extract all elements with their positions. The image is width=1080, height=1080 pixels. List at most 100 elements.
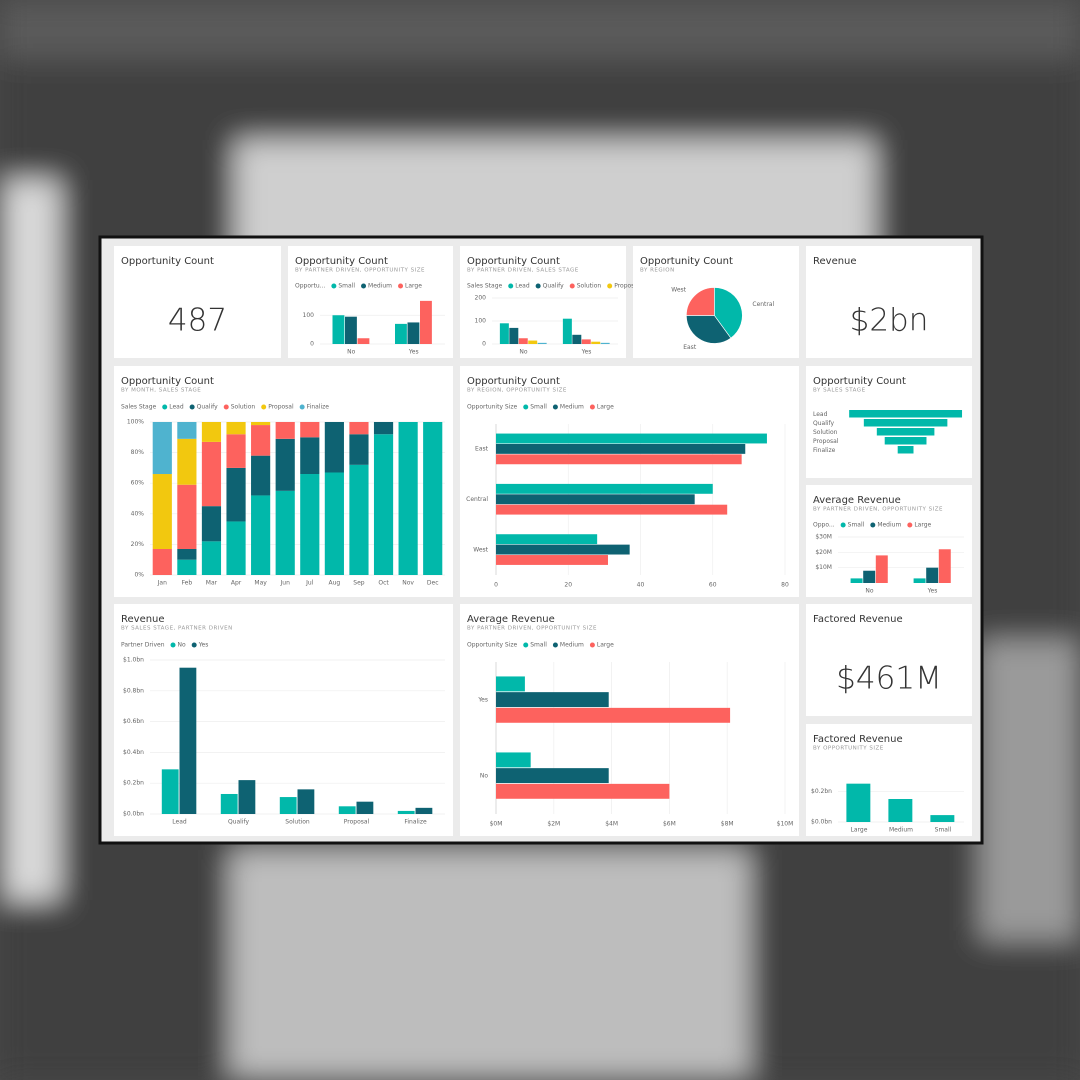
bar: [415, 807, 433, 814]
legend-label: Medium: [877, 522, 901, 529]
x-tick-label: Solution: [285, 819, 310, 826]
legend-label: Large: [597, 642, 614, 649]
bar: [496, 707, 731, 723]
bar: [496, 752, 531, 768]
bar: [496, 783, 670, 799]
x-tick-label: Apr: [231, 580, 242, 587]
legend-swatch: [589, 642, 595, 648]
pie-slice: [686, 287, 715, 316]
bar-segment: [349, 422, 369, 435]
tile-title: Opportunity Count: [813, 376, 906, 387]
legend-label: Small: [848, 522, 865, 529]
funnel-label: Proposal: [813, 438, 839, 445]
legend-label: Large: [914, 522, 931, 529]
x-tick-label: Feb: [182, 580, 193, 587]
x-tick-label: 20: [564, 582, 572, 589]
legend-label: Solution: [577, 283, 602, 290]
legend-title: Partner Driven: [121, 642, 165, 649]
y-tick-label: $0.6bn: [123, 718, 144, 725]
bar: [537, 342, 547, 344]
tile: [460, 246, 626, 358]
bar: [846, 783, 871, 822]
bar: [888, 799, 913, 822]
legend-swatch: [840, 522, 846, 528]
legend-swatch: [162, 404, 168, 410]
legend-title: Sales Stage: [121, 404, 157, 411]
bar-segment: [177, 484, 197, 549]
bar-segment: [152, 422, 172, 475]
bar: [496, 504, 728, 515]
legend-label: Medium: [560, 642, 584, 649]
bar: [850, 578, 863, 583]
y-tick-label: $10M: [815, 564, 832, 571]
legend-label: Lead: [515, 283, 530, 290]
bar: [496, 692, 609, 708]
tile-title: Opportunity Count: [640, 256, 733, 267]
y-tick-label: 60%: [131, 480, 145, 487]
x-tick-label: Nov: [402, 580, 414, 587]
card-value: $2bn: [850, 303, 929, 339]
funnel-label: Finalize: [813, 447, 836, 454]
tile-title: Average Revenue: [813, 495, 901, 506]
legend-label: Small: [338, 283, 355, 290]
legend-swatch: [331, 283, 337, 289]
legend-label: Qualify: [197, 404, 219, 411]
x-tick-label: $6M: [663, 821, 676, 828]
y-tick-label: $0.0bn: [811, 819, 832, 826]
tile-subtitle: BY OPPORTUNITY SIZE: [813, 746, 884, 752]
bar: [496, 483, 713, 494]
tile-title: Opportunity Count: [121, 256, 214, 267]
bar-segment: [398, 422, 418, 575]
bar: [161, 769, 179, 814]
y-tick-label: 100: [303, 312, 315, 319]
x-tick-label: Jun: [280, 580, 291, 587]
bar: [562, 318, 572, 344]
legend-swatch: [870, 522, 876, 528]
tile-title: Opportunity Count: [121, 376, 214, 387]
y-tick-label: $0.8bn: [123, 687, 144, 694]
y-tick-label: West: [473, 546, 488, 553]
funnel-bar: [849, 410, 963, 418]
tile-subtitle: BY REGION: [640, 268, 675, 274]
bar: [591, 341, 601, 344]
bar-segment: [300, 474, 320, 575]
bar-segment: [177, 422, 197, 439]
legend-swatch: [552, 404, 558, 410]
x-tick-label: $8M: [721, 821, 734, 828]
tile: [806, 604, 972, 716]
bar: [581, 339, 591, 344]
x-tick-label: Lead: [172, 819, 187, 826]
y-tick-label: No: [480, 773, 488, 780]
legend-swatch: [552, 642, 558, 648]
x-tick-label: Yes: [581, 349, 592, 356]
funnel-label: Solution: [813, 429, 838, 436]
bar-segment: [226, 422, 246, 435]
pie-label: East: [683, 344, 697, 351]
tile-title: Opportunity Count: [295, 256, 388, 267]
bar: [297, 789, 315, 814]
legend-title: Sales Stage: [467, 283, 503, 290]
bar: [496, 555, 608, 565]
legend-swatch: [170, 642, 176, 648]
x-tick-label: Oct: [378, 580, 389, 587]
bar: [496, 443, 746, 454]
bar: [496, 534, 598, 545]
legend-label: No: [178, 642, 186, 649]
x-tick-label: Small: [935, 827, 952, 834]
tile-subtitle: BY PARTNER DRIVEN, OPPORTUNITY SIZE: [813, 507, 943, 513]
y-tick-label: 0%: [134, 572, 144, 579]
pie-slice: [686, 315, 732, 344]
tile-title: Opportunity Count: [467, 256, 560, 267]
y-tick-label: $0.2bn: [811, 788, 832, 795]
bar: [279, 797, 297, 814]
legend-swatch: [569, 283, 575, 289]
x-tick-label: 80: [781, 582, 789, 589]
legend-title: Oppo...: [813, 522, 835, 529]
legend-label: Solution: [231, 404, 256, 411]
bar-segment: [373, 422, 394, 435]
bar: [338, 806, 356, 814]
funnel-label: Qualify: [813, 420, 835, 427]
bar: [332, 315, 345, 344]
bar: [572, 334, 582, 344]
